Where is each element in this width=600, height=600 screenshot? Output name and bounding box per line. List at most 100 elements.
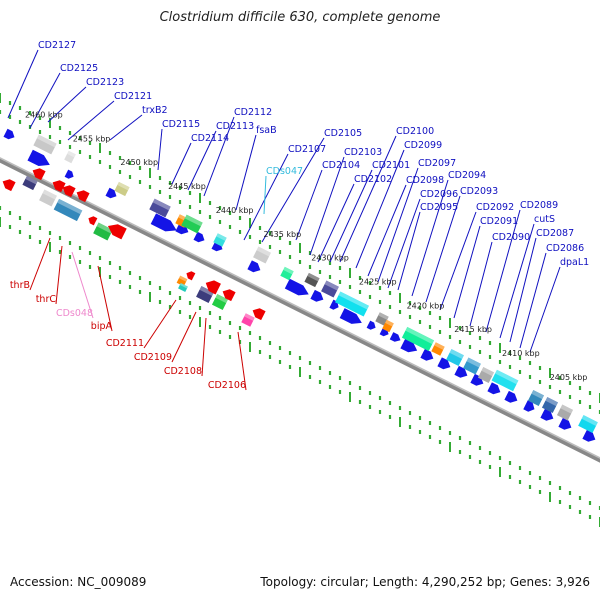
forward-cds-box-shade [283,266,294,275]
leader-line [29,237,51,291]
forward-cds-arrow [558,417,572,430]
reverse-cds-box [53,198,83,222]
forward-cds-box [527,389,545,407]
gene-label: CD2087 [536,228,574,239]
gene-label: CD2115 [162,119,200,130]
gene-label: CD2107 [288,144,326,155]
leader-line [67,100,115,141]
leader-line [411,179,449,297]
forward-cds-box-shade [434,342,445,350]
gene-label: bipA [91,321,113,332]
forward-cds-box [382,319,394,333]
forward-cds-arrow [27,149,50,166]
forward-cds-arrow [454,365,468,378]
kbp-label: 2435 kbp [264,230,302,239]
leader-line [7,49,39,119]
gene-label: CD2095 [420,202,458,213]
kbp-label: 2425 kbp [359,277,397,286]
forward-cds-arrow [64,169,74,179]
reverse-cds-box-shade [178,275,188,282]
leader-line [519,252,547,349]
reverse-cds-box-shade [179,283,188,289]
forward-cds-box [213,233,227,247]
reverse-cds-box-shade [96,222,113,234]
leader-line [499,223,535,339]
gene-label: CD2127 [38,40,76,51]
forward-cds-box [335,291,369,317]
gene-label: thrC [36,294,57,305]
forward-cds-arrow [487,382,501,395]
kbp-label: 2420 kbp [407,301,445,310]
leader-line [235,134,257,211]
gene-label: CD2098 [406,175,444,186]
leader-line [469,241,493,327]
features [2,128,598,442]
reverse-cds-box-shade [42,189,57,200]
gene-label: CD2123 [86,77,124,88]
kbp-label: 2405 kbp [550,373,588,382]
kbp-label: 2440 kbp [216,206,254,215]
reverse-cds-box [39,189,57,207]
gene-label: CD2121 [114,91,152,102]
gene-label: thrB [10,280,30,291]
gene-label: CD2112 [234,107,272,118]
forward-cds-arrow [310,289,324,302]
forward-cds-box [541,396,559,414]
reverse-cds-arrow [52,180,66,193]
forward-cds-arrow [504,390,518,403]
forward-cds-box [491,369,519,392]
reverse-cds-box-shade [199,286,214,297]
gene-label: CD2105 [324,128,362,139]
gene-label: CD2103 [344,147,382,158]
forward-cds-box-shade [216,233,227,241]
gene-label: CDs047 [266,166,303,177]
forward-cds-arrow [247,260,261,273]
reverse-cds-arrow [76,190,90,203]
forward-cds-box [33,134,57,155]
forward-cds-arrow [284,278,309,296]
leader-line [317,183,355,263]
reverse-cds-box [211,293,229,311]
forward-cds-box-shade [481,366,495,377]
forward-cds-box [401,326,435,352]
forward-cds-box [253,246,271,264]
forward-cds-box [578,415,598,433]
gene-label: CD2096 [420,189,458,200]
forward-cds-box-shade [338,291,369,310]
forward-cds-box [304,272,320,288]
forward-cds-box [321,280,339,298]
forward-cds-box-shade [36,134,57,148]
leader-line [367,184,407,277]
forward-cds-box-shade [385,319,394,327]
forward-cds-box [280,266,294,281]
kbp-label: 2455 kbp [73,134,111,143]
forward-cds-box [463,357,481,375]
leader-line [485,209,521,333]
forward-cds-box-shade [495,369,519,385]
forward-cds-box [64,150,76,164]
reverse-cds-box [22,175,38,191]
leader-line [157,128,163,171]
leader-line [263,175,267,215]
leader-line [109,114,143,141]
forward-cds-box-shade [117,181,130,191]
forward-cds-box [477,366,495,384]
leader-line [309,156,345,256]
label-leaders [7,49,561,391]
gene-label: dpaL1 [560,257,589,268]
reverse-cds-arrow [205,280,221,295]
reverse-cds-arrow [2,179,16,192]
gene-label: CD2091 [480,216,518,227]
reverse-cds-arrow [62,185,76,198]
gene-label: CDs048 [56,308,93,319]
forward-cds-arrow [523,400,535,412]
reverse-cds-box-shade [57,198,83,215]
reverse-cds-arrow [107,224,127,240]
gene-label: trxB2 [142,105,168,116]
leader-line [171,142,192,185]
gene-label: CD2099 [404,140,442,151]
gene-label: CD2089 [520,200,558,211]
forward-cds-box-shade [466,357,481,368]
leader-line [329,169,373,263]
